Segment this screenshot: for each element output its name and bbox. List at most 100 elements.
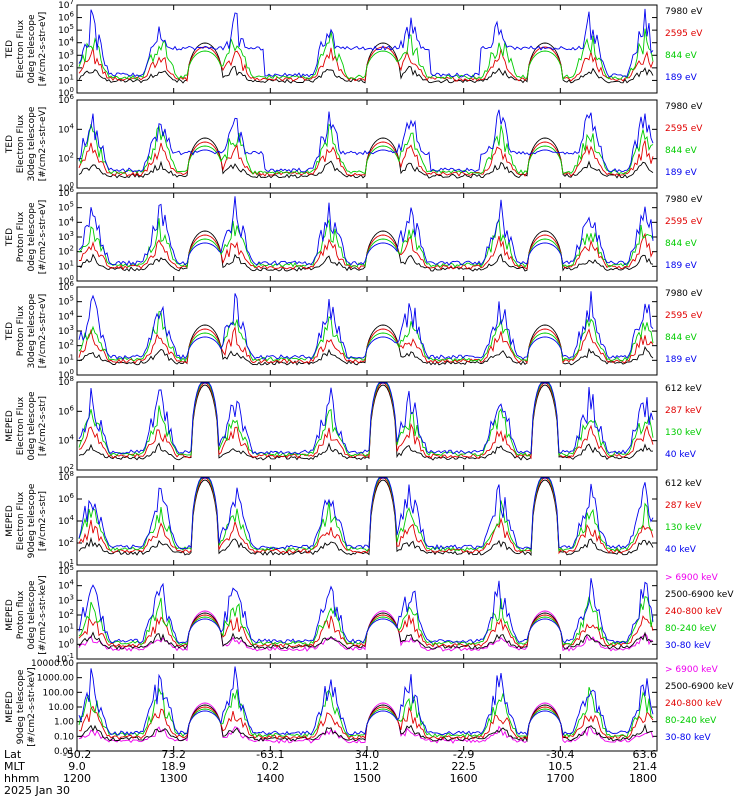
series-line <box>78 578 654 644</box>
y-tick-label: 103 <box>58 324 74 337</box>
y-axis-label-line: [#/cm2-s-str] <box>38 396 48 456</box>
legend-entry: 844 eV <box>665 239 698 249</box>
y-tick-label: 0.01 <box>54 747 74 757</box>
series-line <box>78 8 654 78</box>
y-tick-label: 104 <box>58 36 74 49</box>
y-tick-label: 103 <box>58 48 74 61</box>
legend-entry: 844 eV <box>665 51 698 61</box>
y-tick-label: 104 <box>58 309 74 322</box>
legend-entry: 844 eV <box>665 333 698 343</box>
legend-entry: 7980 eV <box>665 102 703 112</box>
y-tick-label: 10000.00 <box>31 659 74 669</box>
y-tick-label: 105 <box>58 564 74 577</box>
legend-entry: 7980 eV <box>665 289 703 299</box>
legend-entry: 612 keV <box>665 384 702 394</box>
y-tick-label: 104 <box>58 434 74 447</box>
y-axis-label-line: 0deg telescope <box>27 14 37 84</box>
legend-entry: 40 keV <box>665 450 697 460</box>
legend-entry: 287 keV <box>665 406 702 416</box>
y-tick-label: 106 <box>58 280 74 293</box>
series-line <box>78 477 653 553</box>
row-label-lat: Lat <box>4 748 22 761</box>
x-tick-hhmm: 1300 <box>160 772 188 785</box>
y-tick-label: 107 <box>58 0 74 11</box>
series-line <box>78 28 654 81</box>
y-axis-label-line: [#/cm2-s-str-eV] <box>38 294 48 369</box>
series-line <box>78 477 654 550</box>
y-tick-label: 108 <box>58 470 74 483</box>
y-tick-label: 101 <box>58 353 74 366</box>
y-axis-label-line: MEPED <box>5 410 15 442</box>
series-line <box>78 123 654 175</box>
y-tick-label: 101 <box>58 73 74 86</box>
series-line <box>78 384 654 461</box>
legend-entry: 7980 eV <box>665 195 703 205</box>
panel-5: 102 104 106 108 MEPED Electron Flux 0deg teles… <box>5 375 702 476</box>
legend-entry: 80-240 keV <box>665 624 717 634</box>
legend-entry: 7980 eV <box>665 7 703 17</box>
legend-entry: 2595 eV <box>665 311 703 321</box>
y-tick-label: 102 <box>58 61 74 74</box>
legend-entry: 287 keV <box>665 501 702 511</box>
legend-entry: 2595 eV <box>665 124 703 134</box>
y-axis-label-line: 90deg telescope <box>16 669 26 744</box>
legend-entry: 2595 eV <box>665 217 703 227</box>
panel-6: 101 102 104 106 108 MEPED Electron Flux 90deg t… <box>5 470 702 571</box>
y-tick-label: 103 <box>58 230 74 243</box>
series-line <box>78 477 654 555</box>
y-tick-label: 102 <box>58 463 74 476</box>
legend-entry: 40 keV <box>665 545 697 555</box>
legend-entry: 30-80 keV <box>665 641 711 651</box>
series-line <box>78 666 654 737</box>
x-tick-lat: -30.4 <box>546 748 574 761</box>
y-axis-label-line: TED <box>5 135 15 154</box>
y-axis-label-line: [#/cm2-s-str-keV] <box>38 575 48 654</box>
panel-2: 100 102 104 106 TED Electron Flux 30deg telesc… <box>5 93 703 194</box>
y-tick-label: 102 <box>58 608 74 621</box>
y-tick-label: 100 <box>58 181 74 194</box>
y-tick-label: 104 <box>58 122 74 135</box>
y-tick-label: 1000.00 <box>37 674 74 684</box>
x-tick-mlt: 11.2 <box>355 760 380 773</box>
x-tick-hhmm: 1700 <box>546 772 574 785</box>
series-line <box>78 196 654 266</box>
series-line <box>78 704 654 743</box>
series-line <box>78 109 654 173</box>
y-tick-label: 106 <box>58 186 74 199</box>
y-axis-label-line: [#/cm2-s-str] <box>38 491 48 551</box>
y-tick-label: 0.10 <box>54 732 74 742</box>
series-line <box>78 46 654 83</box>
x-tick-mlt: 0.2 <box>262 760 280 773</box>
y-axis-label-line: Electron Flux <box>16 491 26 550</box>
legend-entry: 189 eV <box>665 261 698 271</box>
legend-entry: 189 eV <box>665 355 698 365</box>
y-tick-label: 102 <box>58 339 74 352</box>
x-tick-lat: 34.0 <box>355 748 380 761</box>
legend-entry: 130 keV <box>665 428 702 438</box>
legend-entry: 612 keV <box>665 479 702 489</box>
y-tick-label: 106 <box>58 11 74 24</box>
legend-entry: 2500-6900 keV <box>665 682 734 692</box>
y-tick-label: 102 <box>58 152 74 165</box>
x-tick-lat: 63.6 <box>633 748 658 761</box>
panel-8: 0.01 0.10 1.00 10.00 100.00 1000.00 10000.00 ME… <box>5 659 734 757</box>
x-tick-hhmm: 1800 <box>629 772 657 785</box>
legend-entry: > 6900 keV <box>665 665 719 675</box>
legend-entry: 240-800 keV <box>665 699 723 709</box>
y-axis-label-line: Proton Flux <box>16 211 26 262</box>
y-tick-label: 1.00 <box>54 718 74 728</box>
series-line <box>79 232 654 270</box>
y-tick-label: 100 <box>58 368 74 381</box>
y-tick-label: 106 <box>58 404 74 417</box>
x-tick-lat: -2.9 <box>453 748 474 761</box>
legend-entry: 240-800 keV <box>665 607 723 617</box>
y-axis-label-line: MEPED <box>5 505 15 537</box>
series-line <box>78 140 654 177</box>
series-line <box>78 382 654 455</box>
y-tick-label: 102 <box>58 536 74 549</box>
y-tick-label: 105 <box>58 23 74 36</box>
legend-entry: 30-80 keV <box>665 733 711 743</box>
